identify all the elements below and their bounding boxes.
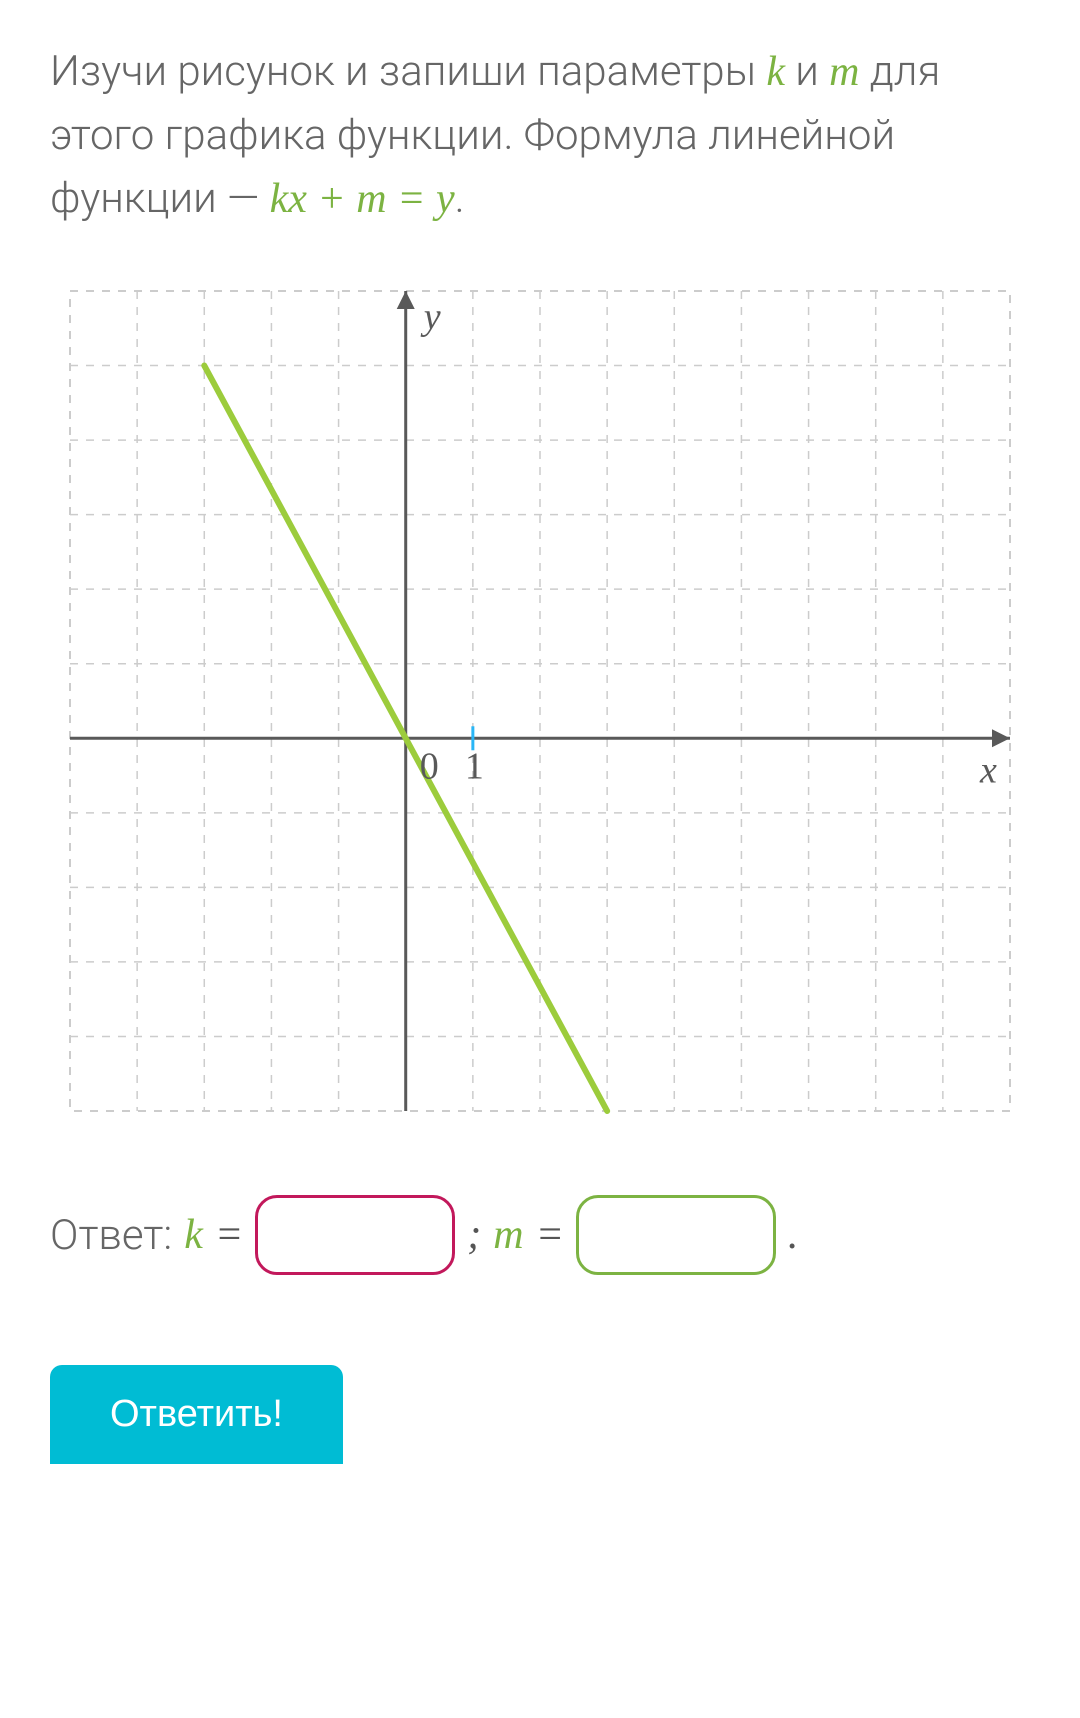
submit-button[interactable]: Ответить! <box>50 1365 343 1464</box>
answer-row: Ответ: k = ; m = . <box>50 1195 1030 1275</box>
answer-k: k <box>184 1211 203 1259</box>
answer-period: . <box>788 1211 799 1259</box>
q-formula: kx + m = y <box>270 176 455 222</box>
q-var-k: k <box>766 49 785 95</box>
svg-text:y: y <box>420 296 441 338</box>
chart-container: 01 y x <box>60 281 1020 1125</box>
question-text: Изучи рисунок и запиши параметры k и m д… <box>50 40 1030 231</box>
answer-label: Ответ: <box>50 1211 172 1260</box>
answer-eq1: = <box>215 1211 243 1259</box>
answer-sep: ; <box>467 1211 481 1259</box>
function-chart: 01 y x <box>60 281 1020 1121</box>
svg-text:x: x <box>979 749 997 791</box>
m-input[interactable] <box>576 1195 776 1275</box>
q-part1: Изучи рисунок и запиши параметры <box>50 47 766 96</box>
k-input[interactable] <box>255 1195 455 1275</box>
answer-eq2: = <box>536 1211 564 1259</box>
answer-m: m <box>493 1211 523 1259</box>
svg-text:0: 0 <box>420 745 439 787</box>
q-var-m: m <box>829 49 859 95</box>
q-part4: . <box>455 174 465 223</box>
q-part2: и <box>785 47 829 96</box>
svg-text:1: 1 <box>465 745 484 787</box>
